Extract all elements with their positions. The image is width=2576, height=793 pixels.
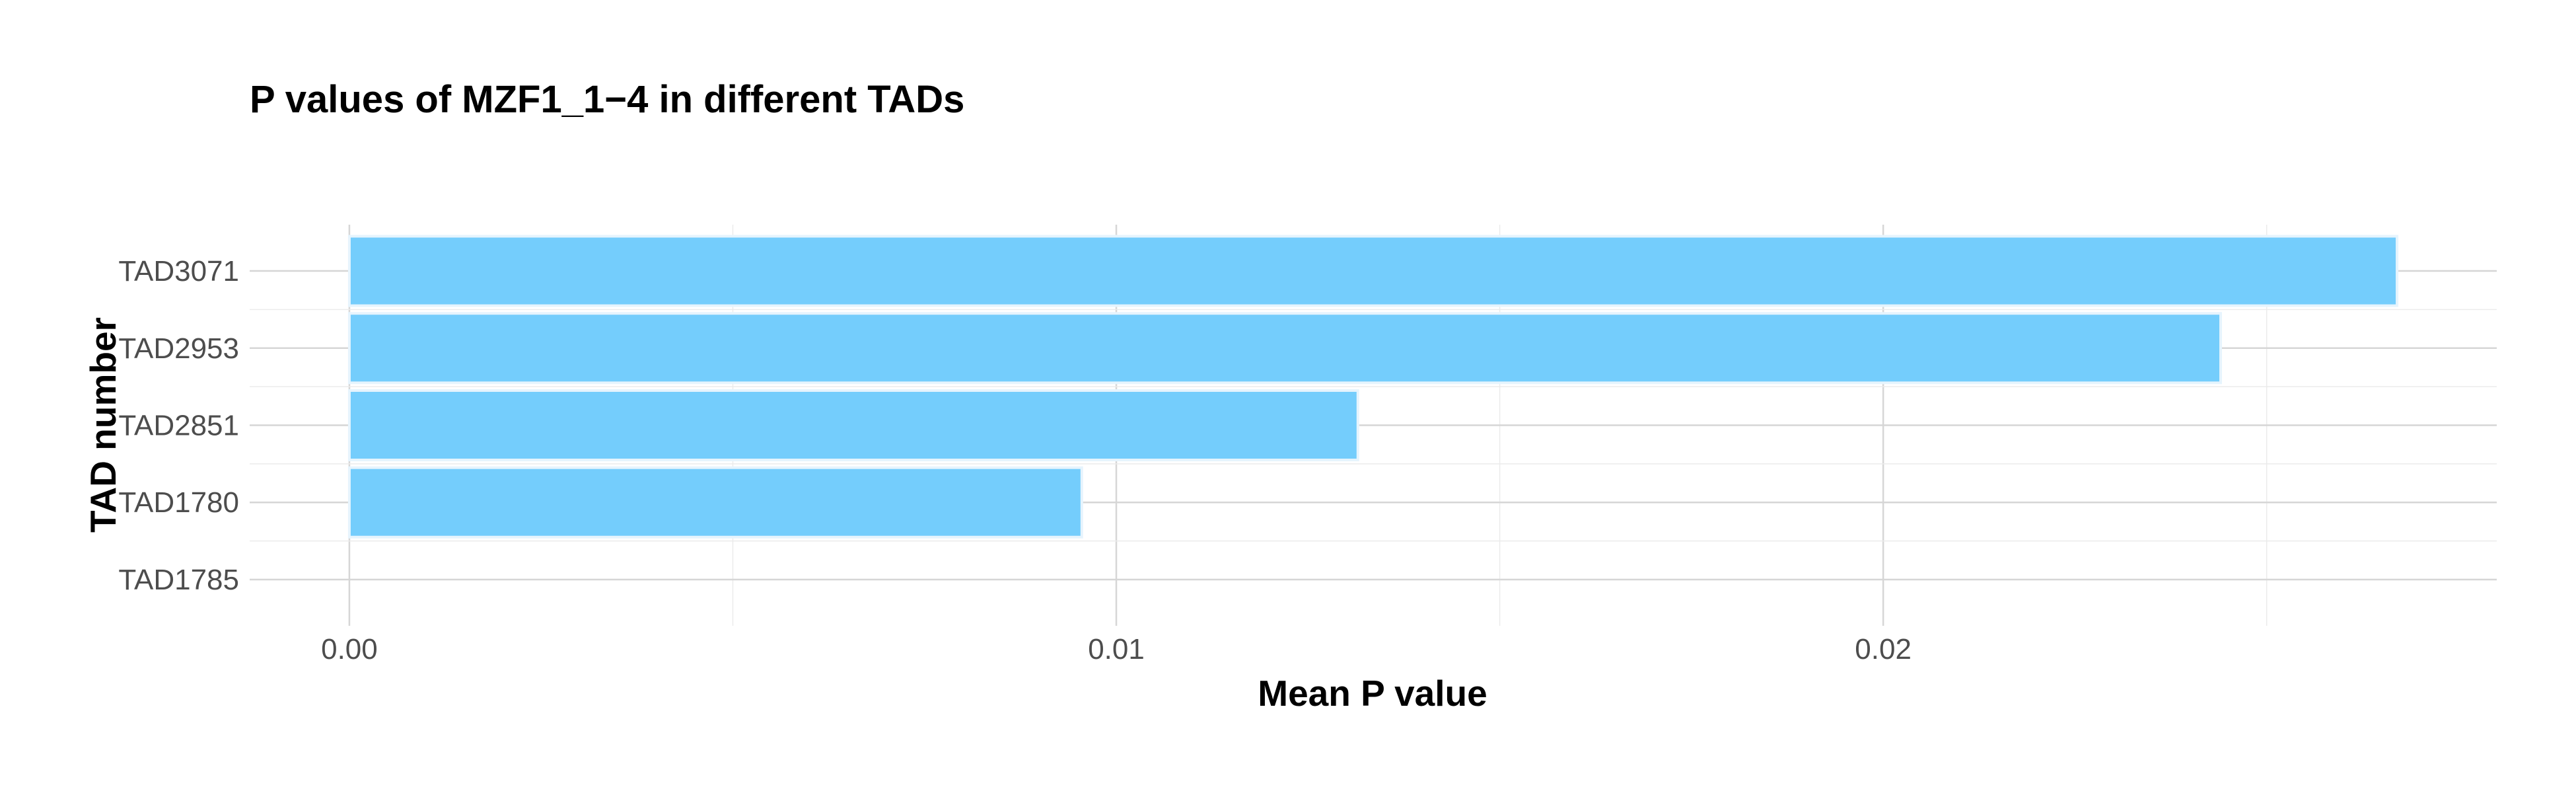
y-tick-label: TAD3071 bbox=[118, 255, 239, 287]
bar-tad3071 bbox=[347, 235, 2399, 307]
x-tick-label: 0.01 bbox=[1088, 633, 1145, 665]
y-tick-label: TAD1785 bbox=[118, 564, 239, 596]
y-tick-label: TAD2851 bbox=[118, 410, 239, 442]
bar-tad2953 bbox=[347, 312, 2223, 385]
chart-title: P values of MZF1_1−4 in different TADs bbox=[250, 78, 964, 121]
x-tick-label: 0.02 bbox=[1855, 633, 1912, 665]
x-axis-tick-labels: 0.00 0.01 0.02 bbox=[321, 633, 1912, 665]
y-axis-title: TAD number bbox=[83, 317, 124, 533]
x-tick-label: 0.00 bbox=[321, 633, 378, 665]
x-axis-title: Mean P value bbox=[1258, 673, 1487, 714]
bar-tad1780 bbox=[347, 466, 1083, 539]
bar-tad2851 bbox=[347, 389, 1359, 462]
bars bbox=[347, 235, 2399, 539]
y-tick-label: TAD1780 bbox=[118, 486, 239, 519]
y-axis-tick-labels: TAD3071 TAD2953 TAD2851 TAD1780 TAD1785 bbox=[118, 255, 239, 596]
y-tick-label: TAD2953 bbox=[118, 332, 239, 365]
